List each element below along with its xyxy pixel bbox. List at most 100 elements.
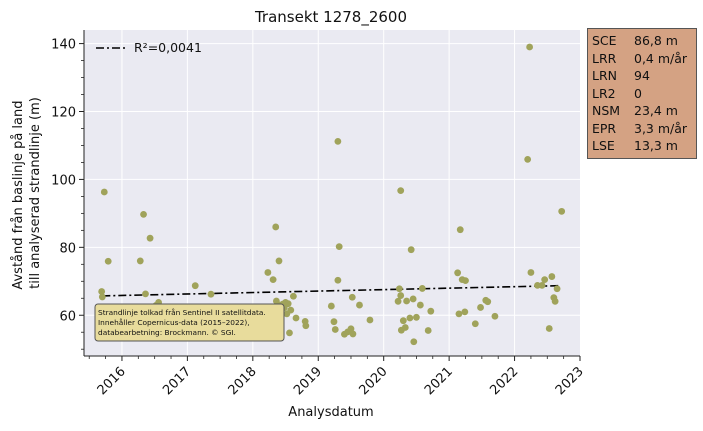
data-point	[541, 276, 549, 283]
statistics-box: SCE 86,8 m LRR 0,4 m/år LRN 94 LR2 0 NSM 23,4…	[587, 28, 697, 159]
stat-value: 0,4 m/år	[634, 50, 688, 66]
data-point	[292, 314, 300, 322]
y-tick-label: 60	[59, 309, 76, 324]
x-tick-label: 2022	[487, 364, 521, 398]
data-point	[413, 313, 420, 321]
x-tick-label: 2020	[357, 364, 391, 398]
data-point	[331, 326, 339, 333]
data-point	[275, 257, 283, 265]
stat-key: LR2	[592, 85, 616, 101]
y-axis-label-line-1: Avstånd från baslinje på land	[11, 100, 26, 289]
data-point	[477, 304, 484, 311]
stat-value: 94	[634, 68, 650, 83]
data-point	[462, 277, 469, 285]
data-point	[401, 324, 409, 331]
data-point	[526, 43, 534, 51]
source-note-line: databearbetning: Brockmann. © SGI.	[98, 328, 236, 337]
source-note-box	[94, 303, 285, 342]
x-tick-label: 2018	[226, 364, 260, 398]
stat-key: SCE	[592, 33, 617, 48]
data-point	[356, 301, 363, 309]
stat-value: 0	[634, 85, 642, 101]
legend-label: R²=0,0041	[134, 40, 202, 55]
data-point	[334, 137, 342, 145]
x-tick-label: 2021	[422, 364, 456, 398]
stat-row: LSE 13,3 m	[592, 137, 692, 155]
data-point	[418, 285, 426, 292]
chart-title: Transekt 1278_2600	[254, 8, 407, 27]
source-note-line: Innehåller Copernicus-data (2015–2022),	[98, 318, 250, 327]
data-point	[527, 269, 535, 276]
data-point	[347, 325, 355, 333]
stat-value: 23,4 m	[634, 103, 678, 118]
data-point	[207, 290, 215, 298]
data-point	[349, 330, 357, 338]
stat-row: LRN 94	[592, 67, 692, 85]
x-axis-label: Analysdatum	[288, 405, 373, 420]
data-point	[403, 297, 410, 305]
data-point	[461, 308, 469, 316]
data-point	[264, 269, 272, 276]
data-point	[545, 325, 553, 332]
y-tick-label: 100	[51, 173, 76, 188]
data-point	[397, 187, 405, 195]
source-note: Strandlinje tolkad från Sentinel II sate…	[94, 303, 285, 342]
y-tick-label: 140	[51, 38, 76, 53]
trend-layer	[102, 284, 560, 297]
y-axis-label-line-2: till analyserad strandlinje (m)	[28, 97, 43, 289]
data-point	[427, 307, 435, 315]
data-point	[100, 188, 108, 196]
source-note-line: Strandlinje tolkad från Sentinel II sate…	[98, 308, 266, 317]
stat-value: 13,3 m	[634, 138, 678, 153]
x-tick-label: 2016	[95, 364, 129, 398]
data-point	[395, 285, 403, 293]
data-point	[284, 300, 292, 308]
stat-key: NSM	[592, 103, 621, 118]
data-point	[455, 310, 463, 318]
data-point	[142, 290, 149, 298]
data-point	[406, 314, 414, 322]
data-point	[416, 301, 424, 309]
data-point	[140, 210, 147, 218]
data-point	[410, 338, 418, 346]
stat-key: EPR	[592, 120, 617, 136]
x-tick-label: 2019	[291, 364, 325, 398]
stat-row: NSM 23,4 m	[592, 102, 692, 120]
data-point	[548, 273, 556, 280]
data-point	[286, 329, 293, 337]
data-point	[327, 302, 335, 310]
data-point	[524, 155, 532, 163]
data-point	[553, 285, 561, 293]
data-point	[348, 293, 356, 301]
legend: R²=0,0041	[96, 40, 202, 55]
trend-line	[102, 284, 560, 297]
data-point	[409, 295, 417, 303]
data-point	[394, 297, 402, 305]
data-point	[146, 234, 154, 242]
stat-row: SCE 86,8 m	[592, 32, 692, 50]
stat-value: 86,8 m	[634, 33, 678, 48]
data-point	[302, 322, 310, 330]
y-axis-label: Avstånd från baslinje på land till analy…	[11, 96, 43, 289]
data-point	[330, 318, 338, 326]
x-tick-label: 2017	[160, 364, 194, 398]
data-point	[98, 293, 106, 301]
data-point	[471, 320, 479, 328]
data-point	[558, 207, 566, 215]
data-point	[484, 298, 492, 306]
data-point	[191, 282, 199, 290]
stat-row: EPR 3,3 m/år	[592, 120, 692, 138]
data-point	[335, 243, 343, 251]
data-point	[366, 316, 374, 324]
data-point	[136, 257, 144, 265]
data-point	[98, 288, 106, 295]
data-point	[334, 276, 342, 284]
plot-area	[84, 30, 580, 356]
stat-key: LSE	[592, 138, 615, 153]
data-point	[399, 317, 407, 325]
data-point	[491, 312, 499, 320]
data-point	[456, 226, 464, 234]
x-tick-label: 2023	[553, 364, 587, 398]
data-point	[538, 281, 546, 289]
